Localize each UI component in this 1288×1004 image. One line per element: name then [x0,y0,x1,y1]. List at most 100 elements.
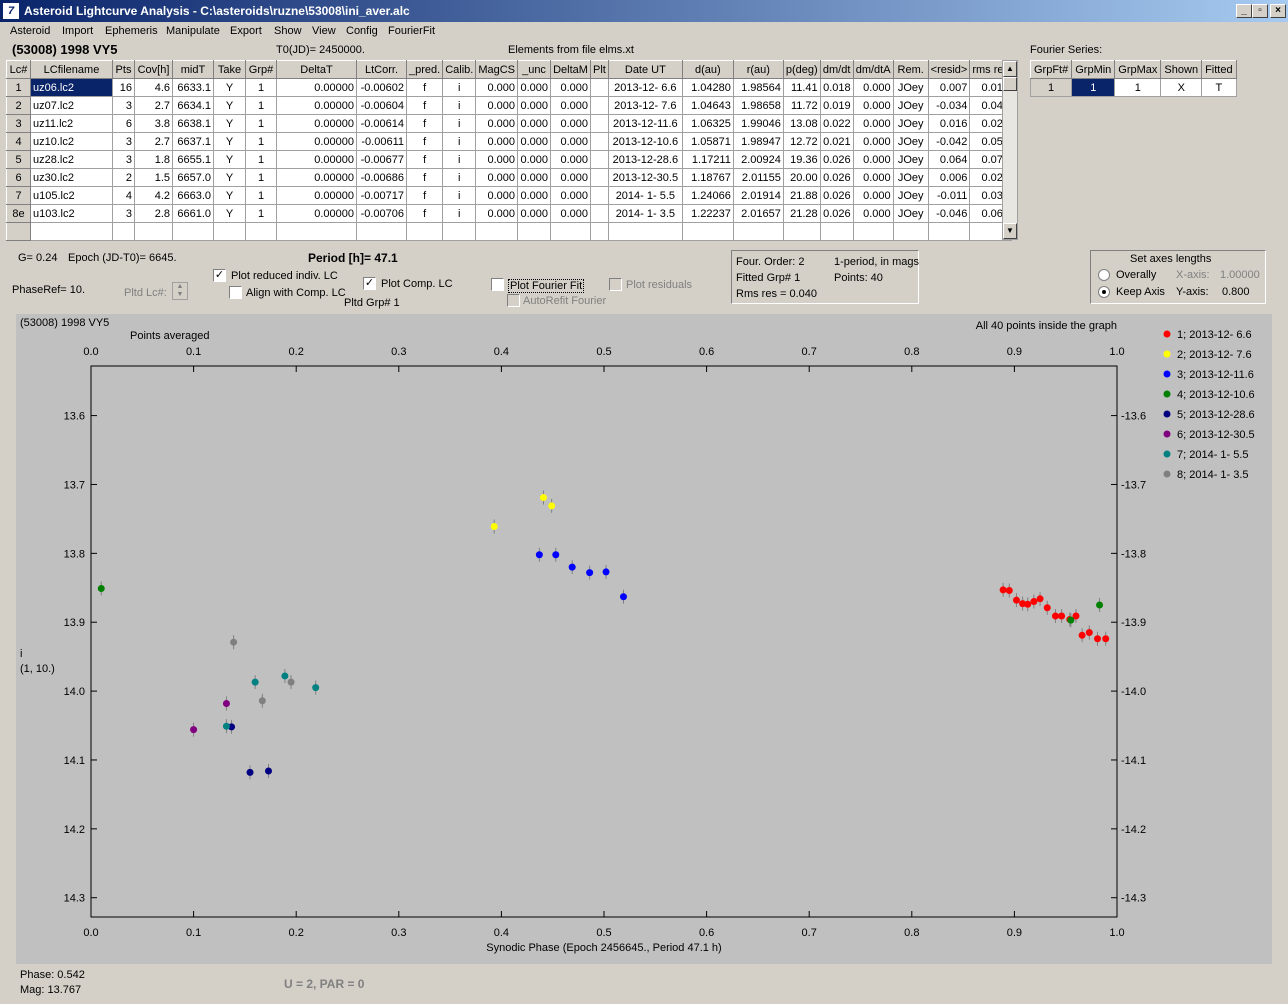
table-cell[interactable] [782,222,821,241]
table-cell[interactable]: 4.2 [134,186,173,205]
table-cell[interactable]: Y [213,132,246,151]
table-cell[interactable] [550,222,592,241]
row-header[interactable]: 3 [6,114,31,133]
table-cell[interactable]: 0.000 [550,114,592,133]
table-cell[interactable]: 3 [112,132,135,151]
table-row-empty[interactable] [6,222,1013,241]
table-cell[interactable]: 2013-12-11.6 [607,114,683,133]
table-cell[interactable]: 0.00000 [276,96,357,115]
table-cell[interactable]: i [442,186,477,205]
table-cell[interactable] [276,222,357,241]
fourier-table[interactable]: GrpFt# GrpMin GrpMax Shown Fitted 1 1 1 … [1029,60,1237,97]
table-cell[interactable] [590,150,609,169]
table-cell[interactable]: 6637.1 [172,132,214,151]
table-cell[interactable]: f [405,96,444,115]
table-cell[interactable]: u103.lc2 [30,204,113,223]
column-header[interactable]: DeltaT [276,60,357,79]
table-cell[interactable]: -0.034 [927,96,971,115]
table-cell[interactable]: 0.000 [475,204,519,223]
table-cell[interactable] [442,222,477,241]
table-cell[interactable]: 2.01914 [732,186,784,205]
table-cell[interactable]: 0.000 [475,132,519,151]
y-axis-value[interactable]: 0.800 [1222,286,1250,298]
table-cell[interactable]: 0.064 [927,150,971,169]
table-cell[interactable]: 2.7 [134,132,173,151]
menu-import[interactable]: Import [62,25,94,37]
table-cell[interactable] [517,222,552,241]
scroll-thumb[interactable] [1003,77,1017,91]
row-header[interactable]: 4 [6,132,31,151]
table-cell[interactable]: 2013-12-30.5 [607,168,683,187]
table-cell[interactable]: 0.000 [550,150,592,169]
table-cell[interactable]: 0.000 [517,96,552,115]
table-cell[interactable]: 0.000 [852,204,894,223]
table-cell[interactable]: 1 [245,132,277,151]
table-cell[interactable]: 1.98947 [732,132,784,151]
table-cell[interactable]: 2014- 1- 3.5 [607,204,683,223]
menu-config[interactable]: Config [346,25,378,37]
table-cell[interactable] [732,222,784,241]
table-cell[interactable]: 0.00000 [276,186,357,205]
column-header[interactable]: d(au) [681,60,734,79]
table-cell[interactable]: uz10.lc2 [30,132,113,151]
autorefit-checkbox[interactable] [507,294,520,307]
table-cell[interactable]: 0.000 [852,150,894,169]
table-cell[interactable] [213,222,246,241]
table-cell[interactable]: i [442,96,477,115]
table-cell[interactable]: JOey [892,204,929,223]
table-row[interactable]: 1 uz06.lc2 16 4.6 6633.1 Y 1 0.00000 -0.00602 f i 0… [6,78,1013,97]
table-cell[interactable]: 0.021 [819,132,854,151]
table-cell[interactable]: 0.000 [550,168,592,187]
table-row[interactable]: 4 uz10.lc2 3 2.7 6637.1 Y 1 0.00000 -0.00611 f i 0.… [6,132,1013,151]
table-cell[interactable]: 16 [112,78,135,97]
table-cell[interactable] [30,222,113,241]
column-header[interactable]: MagCS [475,60,519,79]
table-cell[interactable]: Y [213,114,246,133]
table-cell[interactable]: 0.000 [852,78,894,97]
table-cell[interactable]: i [442,150,477,169]
column-header[interactable]: Take [213,60,246,79]
table-cell[interactable]: 6633.1 [172,78,214,97]
menu-export[interactable]: Export [230,25,262,37]
table-cell[interactable]: 11.72 [782,96,821,115]
column-header[interactable]: r(au) [732,60,784,79]
table-cell[interactable]: JOey [892,150,929,169]
table-cell[interactable]: 2013-12-28.6 [607,150,683,169]
table-cell[interactable]: 20.00 [782,168,821,187]
table-cell[interactable] [172,222,214,241]
table-cell[interactable]: 0.000 [475,150,519,169]
table-cell[interactable] [475,222,519,241]
table-cell[interactable]: 1 [245,78,277,97]
table-cell[interactable]: 0.026 [819,150,854,169]
table-cell[interactable]: 0.000 [517,186,552,205]
menu-show[interactable]: Show [274,25,302,37]
table-cell[interactable]: 1 [245,96,277,115]
table-cell[interactable]: f [405,150,444,169]
table-cell[interactable]: 1 [245,150,277,169]
table-cell[interactable] [356,222,407,241]
column-header[interactable]: Cov[h] [134,60,173,79]
table-cell[interactable]: i [442,78,477,97]
table-cell[interactable]: 0.016 [927,114,971,133]
table-cell[interactable]: 1 [245,186,277,205]
table-cell[interactable]: 0.000 [852,186,894,205]
table-cell[interactable]: -0.00686 [356,168,407,187]
table-cell[interactable]: 0.000 [852,96,894,115]
table-cell[interactable]: 0.00000 [276,78,357,97]
table-cell[interactable]: 0.026 [819,168,854,187]
table-cell[interactable] [927,222,971,241]
table-cell[interactable]: 0.000 [550,204,592,223]
table-cell[interactable]: i [442,132,477,151]
table-cell[interactable]: 6655.1 [172,150,214,169]
table-cell[interactable]: 3 [112,96,135,115]
table-cell[interactable]: -0.042 [927,132,971,151]
table-cell[interactable]: -0.00706 [356,204,407,223]
table-cell[interactable]: 0.000 [550,78,592,97]
table-cell[interactable]: Y [213,78,246,97]
table-cell[interactable] [819,222,854,241]
table-cell[interactable]: 0.00000 [276,114,357,133]
table-cell[interactable]: 1.18767 [681,168,734,187]
fourier-cell-shown[interactable]: X [1160,78,1203,97]
table-cell[interactable]: 0.007 [927,78,971,97]
row-header[interactable]: 7 [6,186,31,205]
